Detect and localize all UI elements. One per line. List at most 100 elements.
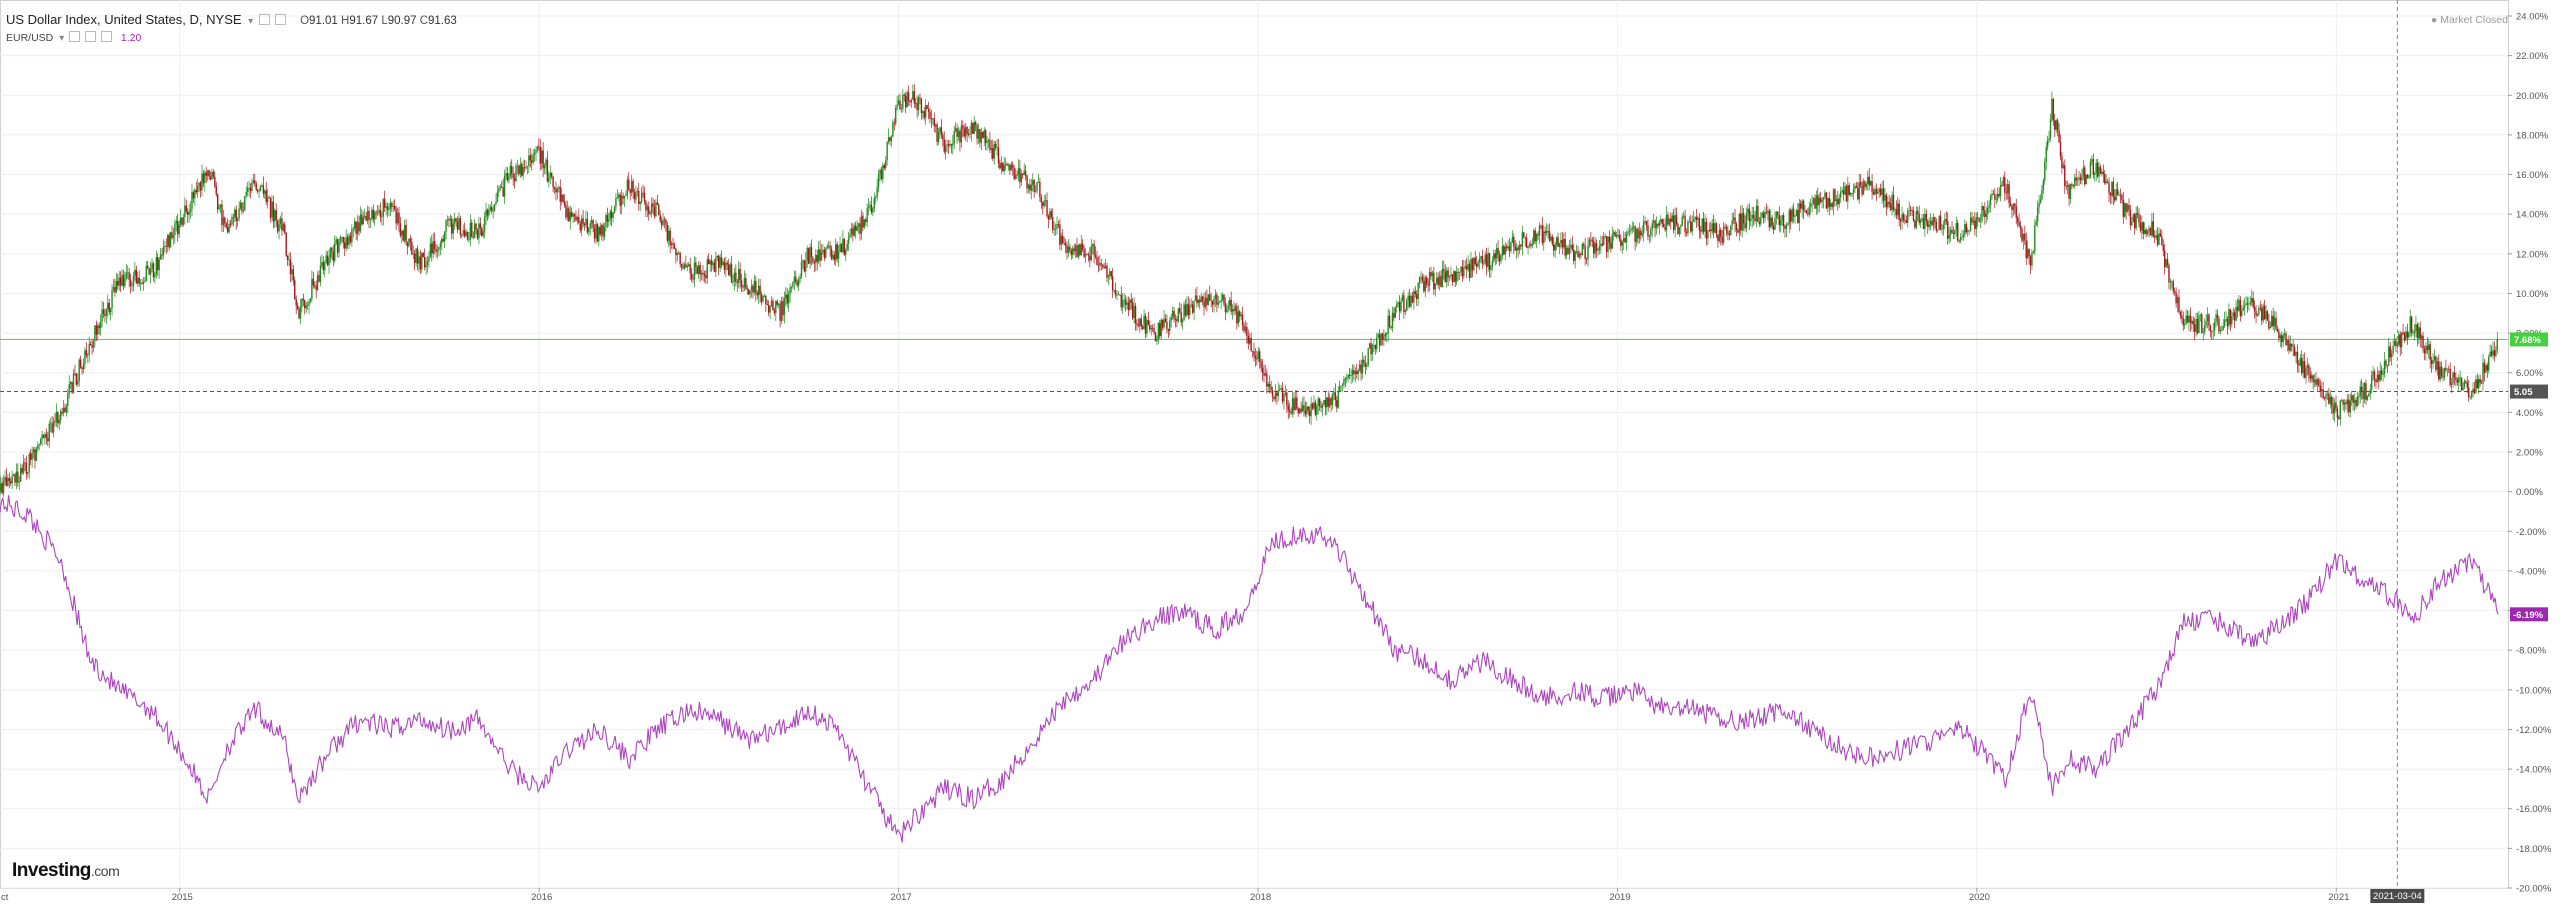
candle-body (2496, 339, 2498, 351)
candle-body (679, 252, 681, 264)
candle-body (1050, 211, 1053, 218)
candle-body (1598, 246, 1601, 251)
hide-icon[interactable] (275, 14, 287, 25)
candle-body (1441, 268, 1444, 288)
candle-body (493, 204, 496, 211)
candle-body (335, 239, 337, 244)
candle-body (2104, 174, 2106, 184)
candle-body (1106, 265, 1108, 278)
candle-body (2058, 130, 2060, 142)
candle-body (169, 232, 172, 248)
y-tick-label: -8.00% (2516, 646, 2547, 657)
candle-body (1775, 212, 1778, 219)
candle-body (1373, 345, 1375, 346)
candle-body (1777, 212, 1779, 216)
chevron-down-icon[interactable]: ▾ (248, 16, 254, 27)
candle-body (987, 140, 990, 142)
hide-icon[interactable] (85, 31, 97, 42)
candle-body (1290, 411, 1292, 414)
candle-body (1164, 318, 1167, 323)
candle-body (1578, 253, 1581, 257)
candle-body (1064, 243, 1067, 246)
candle-body (192, 192, 195, 199)
candle-body (1521, 232, 1524, 247)
candle-body (2012, 203, 2015, 211)
candle-body (760, 294, 763, 302)
candle-body (1453, 271, 1455, 282)
candle-body (558, 186, 560, 188)
y-tick-label: 20.00% (2516, 91, 2549, 102)
instrument-title[interactable]: US Dollar Index, United States, D, NYSE (6, 12, 242, 27)
candle-body (2490, 351, 2493, 356)
candle-body (1414, 291, 1416, 295)
candle-body (618, 194, 620, 198)
ohlc-readout: O91.01 H91.67 L90.97 C91.63 (300, 15, 457, 27)
compare-symbol[interactable]: EUR/USD (6, 32, 54, 44)
candle-body (1949, 229, 1952, 236)
candle-body (466, 231, 469, 240)
candle-body (645, 201, 647, 211)
candle-body (608, 219, 610, 222)
candle-body (1440, 275, 1442, 288)
candle-body (2062, 165, 2065, 168)
candle-body (2066, 185, 2069, 187)
candle-body (2256, 314, 2259, 316)
candle-body (1972, 220, 1975, 223)
candle-body (1814, 198, 1816, 209)
candle-body (89, 343, 92, 346)
candle-body (1303, 405, 1305, 411)
candle-body (2156, 234, 2159, 245)
candle-body (996, 147, 998, 149)
candle-body (605, 215, 607, 227)
candle-body (1266, 373, 1268, 387)
candle-body (753, 280, 756, 293)
candle-body (426, 261, 429, 266)
candle-body (635, 191, 637, 200)
candle-body (670, 243, 673, 246)
candle-body (468, 239, 470, 241)
candle-body (2078, 177, 2080, 180)
candle-body (142, 281, 145, 284)
candle-body (1201, 296, 1204, 302)
candle-body (1306, 406, 1308, 415)
candle-body (69, 381, 72, 384)
candle-body (471, 222, 473, 238)
candle-body (1623, 238, 1625, 242)
candle-body (1117, 294, 1120, 296)
settings-icon[interactable] (258, 14, 270, 25)
candle-body (1376, 337, 1378, 350)
candle-body (349, 235, 352, 243)
candle-body (2109, 193, 2112, 196)
candle-body (1700, 230, 1702, 232)
candle-body (1396, 303, 1398, 308)
candle-body (1625, 233, 1628, 243)
candle-body (879, 169, 881, 175)
close-icon[interactable] (100, 31, 112, 42)
candle-body (2005, 192, 2007, 194)
candle-body (49, 423, 52, 425)
candle-body (819, 249, 821, 261)
candle-body (1507, 246, 1509, 249)
candle-body (1864, 181, 1866, 187)
candle-body (1815, 195, 1818, 209)
candle-body (2041, 189, 2043, 200)
candle-body (662, 219, 664, 226)
chevron-down-icon[interactable]: ▾ (59, 33, 65, 44)
candle-body (236, 218, 239, 221)
candle-body (999, 163, 1001, 169)
candle-body (138, 277, 140, 284)
candle-body (886, 142, 888, 161)
compare-last-label: -6.19% (2513, 610, 2544, 621)
candle-body (1494, 253, 1496, 259)
candle-body (1060, 235, 1062, 245)
candle-body (709, 260, 711, 265)
candle-body (2402, 332, 2404, 334)
candle-body (870, 204, 873, 213)
settings-icon[interactable] (69, 31, 81, 42)
candle-body (2125, 203, 2127, 212)
candle-body (796, 282, 798, 286)
candle-body (1344, 379, 1347, 380)
candle-body (1427, 284, 1429, 286)
